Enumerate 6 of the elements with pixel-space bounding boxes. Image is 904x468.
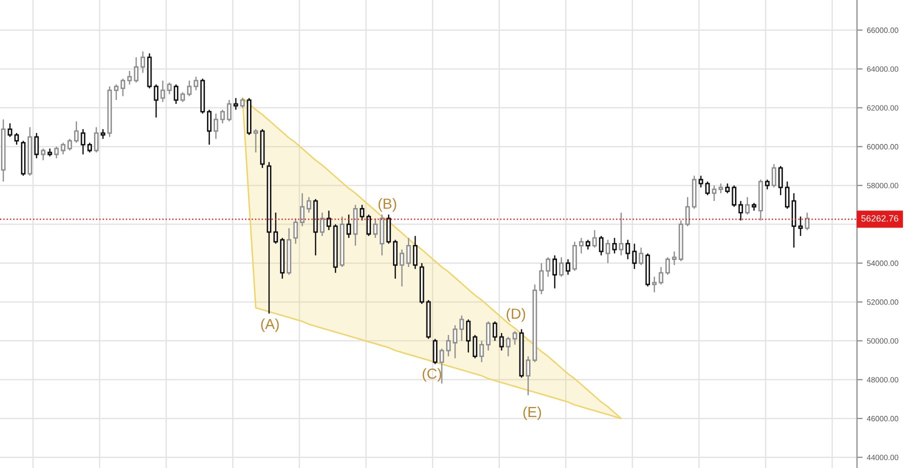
- annotation: (D): [506, 308, 526, 322]
- annotation: (E): [523, 406, 542, 420]
- ref-line-label: 56262.76: [861, 215, 898, 222]
- annotation: (A): [261, 318, 279, 332]
- annotation: (C): [422, 368, 442, 382]
- annotation: (B): [378, 198, 396, 212]
